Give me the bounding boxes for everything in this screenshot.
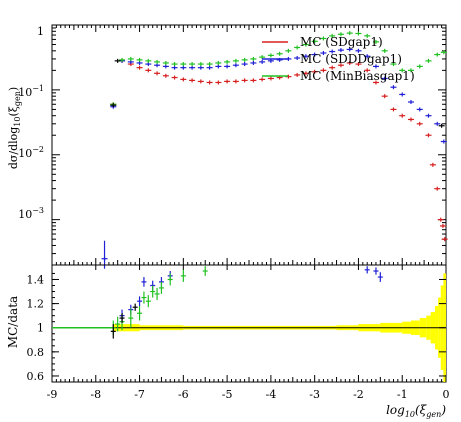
series-3 xyxy=(110,58,445,128)
y-tick-label-4: 10−3 xyxy=(18,206,44,221)
y-tick-label-3: 10−2 xyxy=(18,145,44,160)
y-axis-label: dσ/dlog10(ξgen) xyxy=(7,87,22,169)
ratio-y-tick-label: 0.8 xyxy=(27,346,45,359)
legend: MC (SDgap1) MC (SDDDgap1) MC (MinBiasgap… xyxy=(262,35,415,83)
x-tick-label: -7 xyxy=(134,388,145,401)
series-2 xyxy=(110,31,447,107)
y-tick-label-1: 1 xyxy=(37,25,44,38)
x-tick-label: -6 xyxy=(178,388,189,401)
x-axis-label: log10(ξgen) xyxy=(386,403,446,419)
y-tick-label-2: 10−1 xyxy=(18,84,44,99)
x-tick-label: -3 xyxy=(309,388,320,401)
ratio-y-axis-label: MC/data xyxy=(6,296,20,348)
ratio-y-tick-label: 0.6 xyxy=(27,370,45,383)
ratio-y-tick-label: 1.2 xyxy=(27,298,45,311)
x-tick-label: -2 xyxy=(353,388,364,401)
main-panel: 1 10−1 10−2 10−3 dσ/dlog10(ξgen) MC (SDg… xyxy=(7,24,448,269)
legend-label-sdddgap1: MC (SDDDgap1) xyxy=(300,52,402,66)
x-tick-label: -1 xyxy=(397,388,408,401)
x-tick-label: 0 xyxy=(443,388,450,401)
ratio-series-3 xyxy=(110,303,138,339)
ratio-y-tick-label: 1 xyxy=(37,322,44,335)
x-tick-label: -8 xyxy=(90,388,101,401)
x-tick-label: -4 xyxy=(266,388,277,401)
ratio-series-2 xyxy=(110,266,208,335)
x-tick-label: -9 xyxy=(47,388,58,401)
legend-label-sdgap1: MC (SDgap1) xyxy=(300,35,383,49)
series-0 xyxy=(110,58,448,242)
x-tick-label: -5 xyxy=(222,388,233,401)
ratio-y-tick-label: 1.4 xyxy=(27,273,45,286)
legend-label-minbiasgap1: MC (MinBiasgap1) xyxy=(300,69,415,83)
ratio-panel: 0.6 0.8 1 1.2 1.4 MC/data xyxy=(6,264,447,383)
